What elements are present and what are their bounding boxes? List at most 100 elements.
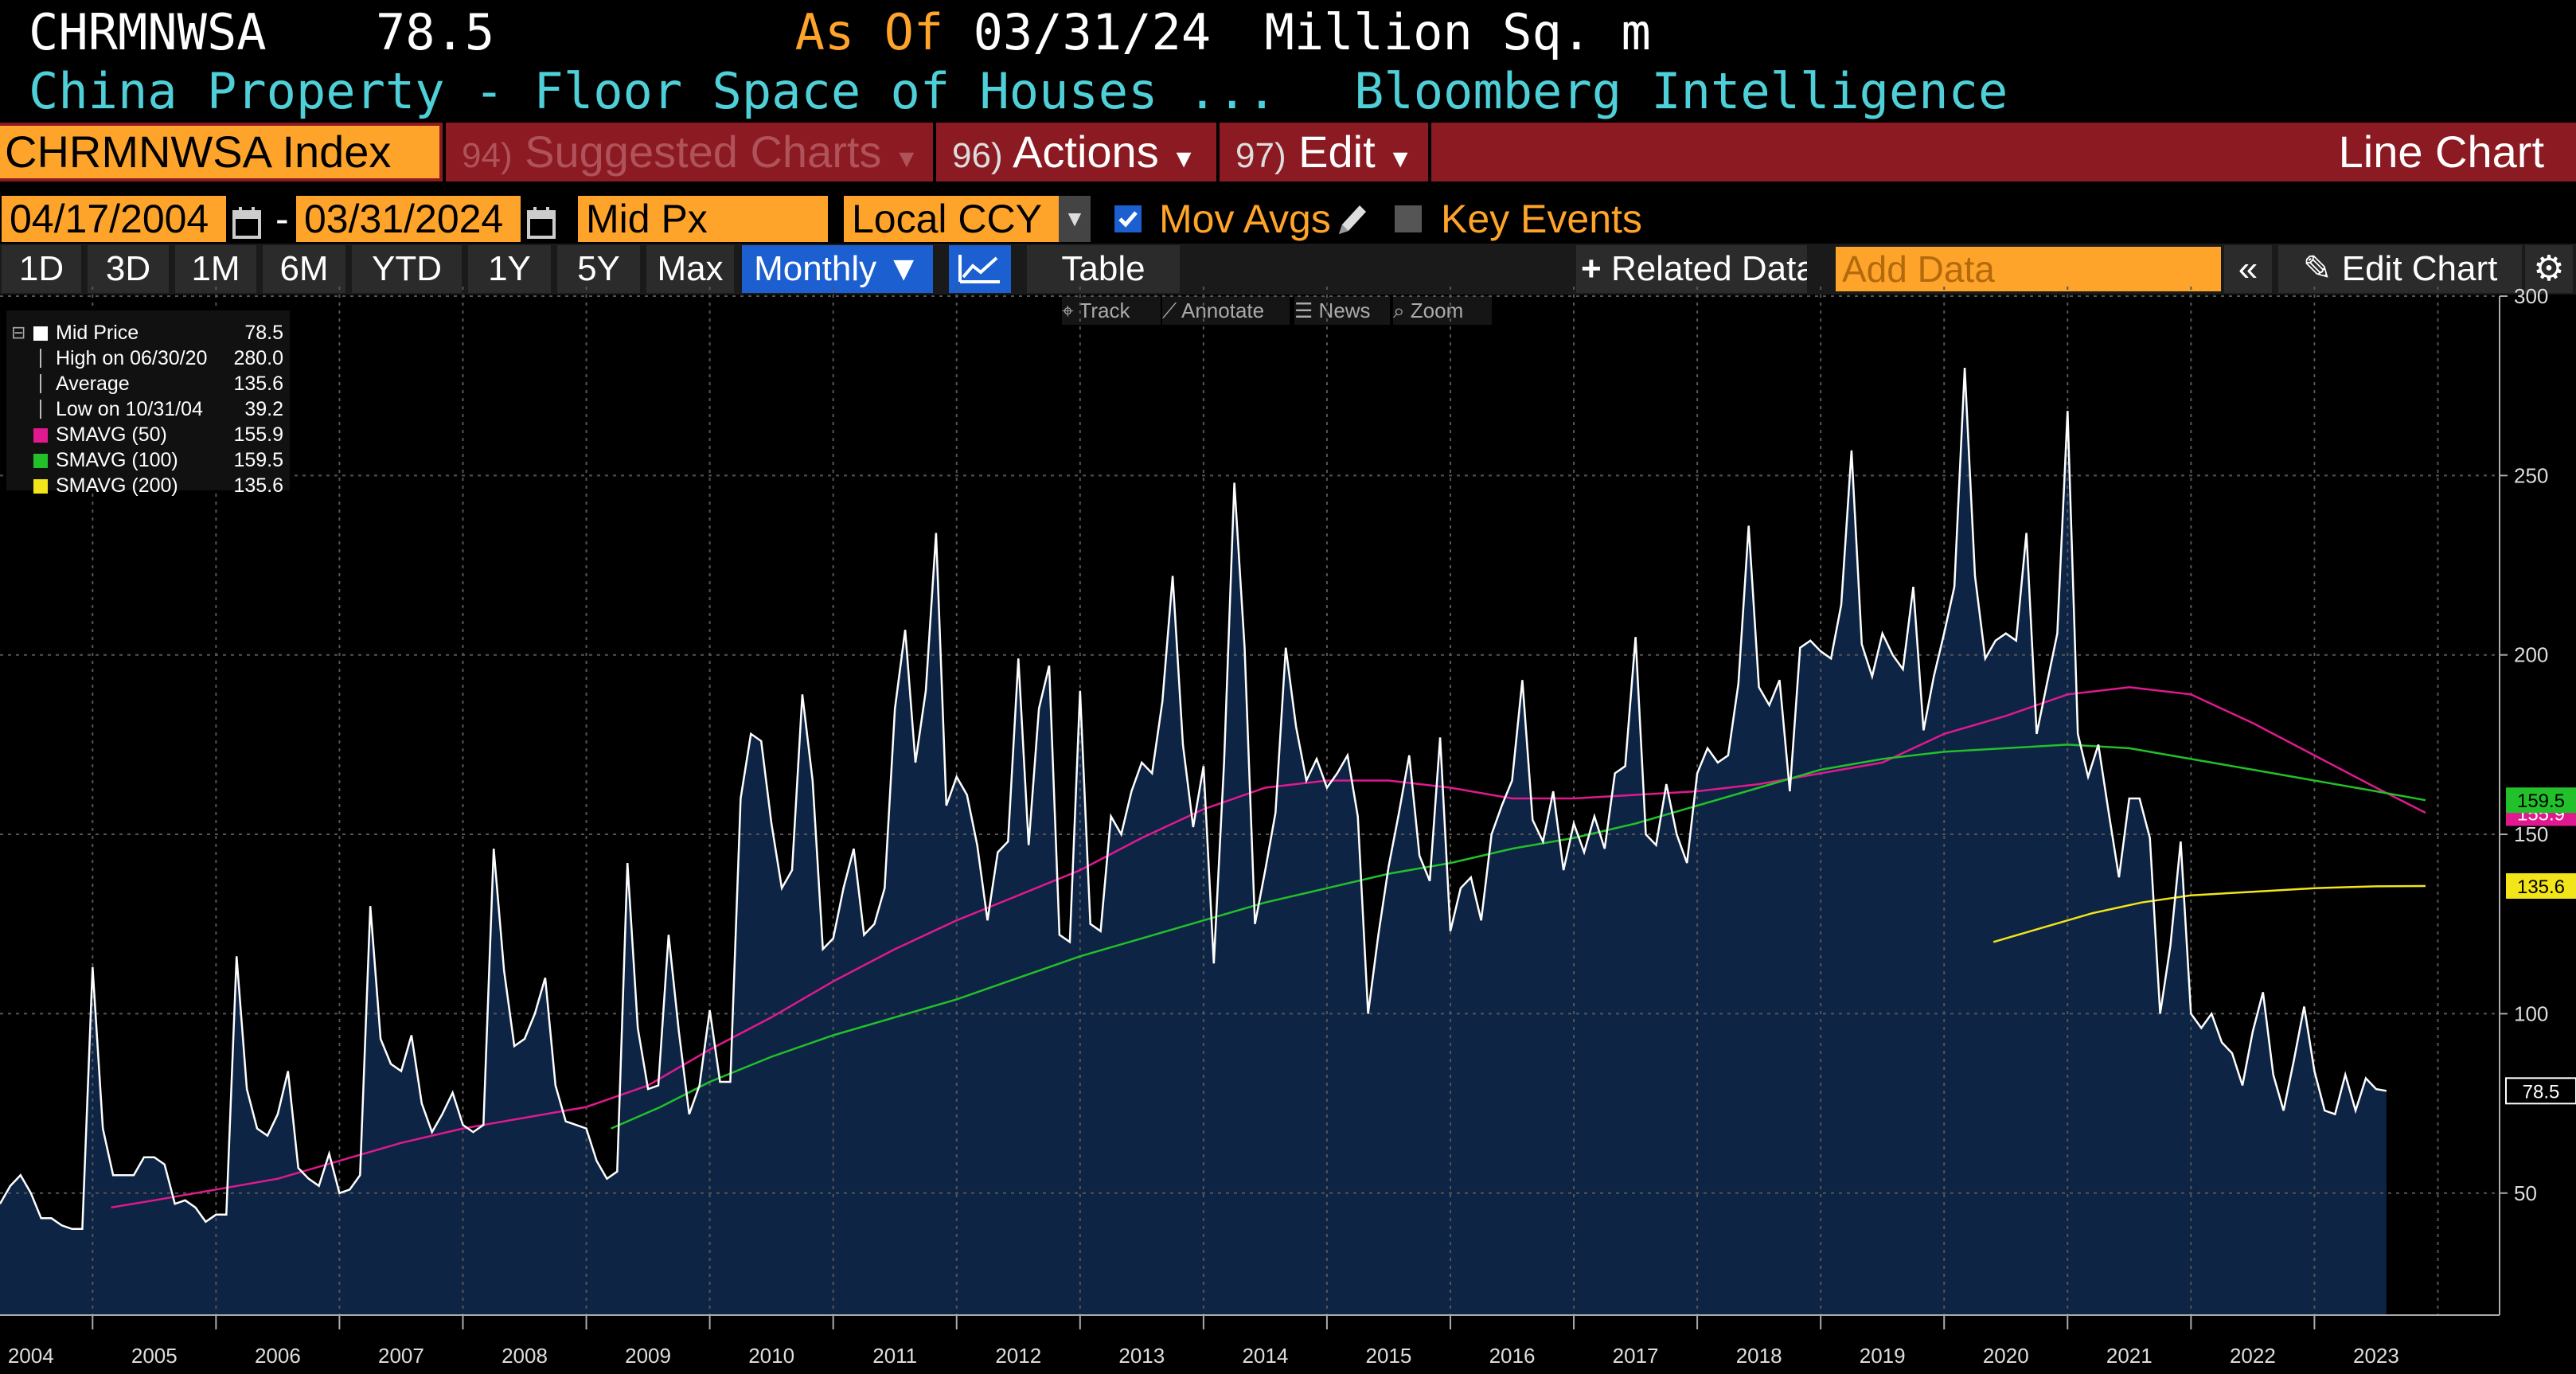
chart-subheader: China Property - Floor Space of Houses .… [29,62,2560,121]
x-tick-label: 2017 [1613,1344,1659,1368]
sma-line-200 [1992,884,2426,943]
line-icon: ⟋ [1162,299,1177,322]
x-tick-label: 2023 [2353,1344,2399,1368]
news-tool[interactable]: ☰ News [1294,296,1390,325]
zoom-tool[interactable]: ⌕ Zoom [1393,296,1492,325]
calendar-icon[interactable] [231,201,263,247]
track-tool[interactable]: ⌖ Track [1062,296,1161,325]
end-value-tag [2505,1077,2576,1105]
chevron-down-icon: ▼ [1064,206,1086,231]
divider [1428,123,1431,182]
x-tick-label: 2021 [2106,1344,2153,1368]
x-tick-label: 2004 [8,1344,54,1368]
period-button-ytd[interactable]: YTD [352,245,462,293]
x-tick-label: 2012 [995,1344,1041,1368]
chart-header: CHRMNWSA 78.5 As Of 03/31/24 Million Sq.… [29,2,2560,64]
add-data-input[interactable] [1836,247,2221,291]
related-data-label: Related Data [1610,249,1807,288]
x-tick-label: 2018 [1736,1344,1782,1368]
end-date-input[interactable]: 03/31/2024 [296,196,521,242]
period-button-1m[interactable]: 1M [175,245,256,293]
legend-row: Low on 10/31/04 39.2 [6,396,290,422]
key-events-checkbox[interactable] [1395,205,1422,232]
annotate-label: Annotate [1181,299,1265,322]
currency-dropdown-button[interactable]: ▼ [1059,196,1091,242]
chart-type-label[interactable]: Line Chart [2338,127,2544,177]
period-button-3d[interactable]: 3D [88,245,169,293]
x-tick-label: 2011 [872,1344,917,1368]
edit-menu[interactable]: 97) Edit ▼ [1235,123,1413,182]
start-date-input[interactable]: 04/17/2004 [2,196,226,242]
x-tick-label: 2010 [748,1344,794,1368]
magnifier-icon: ⌕ [1393,299,1405,322]
period-button-5y[interactable]: 5Y [557,245,640,293]
period-button-max[interactable]: Max [646,245,734,293]
legend-value: 39.2 [244,398,283,420]
data-source: Bloomberg Intelligence [1354,62,2008,120]
period-button-1y[interactable]: 1Y [468,245,551,293]
security-field[interactable]: CHRMNWSA Index [0,126,439,178]
pencil-icon[interactable] [1334,199,1369,239]
x-tick-label: 2007 [378,1344,424,1368]
as-of-label: As Of [794,3,944,61]
check-icon [1118,211,1138,228]
mov-avgs-checkbox[interactable] [1114,205,1142,232]
legend-value: 280.0 [233,347,283,369]
currency-select[interactable]: Local CCY [844,196,1059,242]
settings-button[interactable]: ⚙ [2525,245,2573,293]
legend-value: 135.6 [233,474,283,497]
end-value-tag [2506,872,2576,899]
suggested-charts-menu[interactable]: 94) Suggested Charts ▼ [462,123,919,182]
end-value-label: 78.5 [2523,1081,2560,1103]
crosshair-icon: ⌖ [1062,299,1074,322]
period-button-1d[interactable]: 1D [2,245,81,293]
price-field-select[interactable]: Mid Px [578,196,828,242]
frequency-select[interactable]: Monthly ▼ [742,245,933,293]
legend-value: 135.6 [233,373,283,395]
legend-row: SMAVG (200) 135.6 [6,473,290,498]
legend-value: 155.9 [233,424,283,446]
chart-style-button[interactable] [949,245,1011,293]
end-value-label: 159.5 [2517,790,2565,812]
as-of-date: 03/31/24 [973,3,1212,61]
zoom-label: Zoom [1410,299,1464,322]
x-tick-label: 2013 [1118,1344,1165,1368]
end-value-label: 135.6 [2517,876,2565,898]
price-line [0,368,2387,1231]
plus-icon: + [1581,249,1602,288]
units: Million Sq. m [1264,3,1651,61]
series-description: China Property - Floor Space of Houses .… [29,62,1277,120]
tree-collapse-icon[interactable]: ⊟ [11,322,26,342]
collapse-button[interactable]: « [2224,245,2272,293]
gear-icon: ⚙ [2533,249,2565,288]
calendar-icon[interactable] [525,201,557,247]
table-button[interactable]: Table [1027,245,1180,293]
menu-number: 94) [462,136,513,175]
edit-chart-button[interactable]: ✎ Edit Chart [2278,245,2522,293]
legend-row: Average 135.6 [6,371,290,396]
chevron-down-icon: ▼ [894,144,919,173]
x-tick-label: 2020 [1983,1344,2029,1368]
security-label: CHRMNWSA Index [5,127,392,177]
avg-marker-icon [40,374,41,393]
legend-row: SMAVG (100) 159.5 [6,447,290,473]
period-button-6m[interactable]: 6M [263,245,345,293]
y-tick-label: 100 [2514,1001,2548,1025]
x-tick-label: 2016 [1489,1344,1536,1368]
legend-value: 78.5 [244,322,283,344]
pencil-icon: ✎ [2302,249,2332,288]
sma-line-100 [611,744,2426,1130]
y-tick-label: 50 [2514,1181,2537,1205]
legend-label: SMAVG (100) [56,449,178,471]
actions-menu[interactable]: 96) Actions ▼ [952,123,1196,182]
legend-label: Mid Price [56,322,139,344]
y-tick-label: 250 [2514,463,2548,487]
chart-legend: Mid Price 78.5 High on 06/30/20 280.0 Averag… [6,310,290,497]
legend-row: SMAVG (50) 155.9 [6,422,290,447]
related-data-button[interactable]: + Related Data [1576,245,1807,293]
annotate-tool[interactable]: ⟋ Annotate [1162,296,1290,325]
end-value-tag [2506,787,2576,814]
end-value-label: 155.9 [2517,803,2565,825]
key-events-label: Key Events [1441,197,1642,241]
x-tick-label: 2009 [625,1344,671,1368]
